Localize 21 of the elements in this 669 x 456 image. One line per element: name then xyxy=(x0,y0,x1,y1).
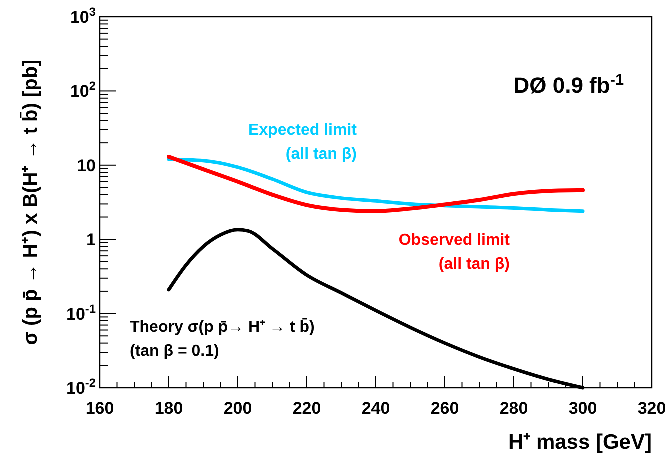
annotation: Observed limit (all tan β) xyxy=(398,232,511,273)
x-tick-label: 180 xyxy=(154,399,184,418)
y-tick-label: 1 xyxy=(86,230,96,250)
x-tick-label: 220 xyxy=(292,399,322,418)
x-tick-label: 320 xyxy=(638,399,666,418)
y-tick-label: 10$^{-2}$ xyxy=(66,376,96,398)
x-tick-label: 280 xyxy=(500,399,528,418)
annotation: Expected limit (all tan β) xyxy=(248,122,358,163)
x-tick-label: 240 xyxy=(362,399,390,418)
annotation: DØ 0.9 fb$^{-1}$ xyxy=(514,72,624,98)
x-tick-label: 160 xyxy=(86,399,114,418)
x-tick-label: 200 xyxy=(224,399,252,418)
y-tick-label: 10 xyxy=(77,156,96,176)
x-axis-title: H⁺ mass [GeV] xyxy=(508,431,652,454)
y-tick-label: 10$^{-1}$ xyxy=(66,302,96,324)
y-axis-title: σ (p p̄ → H⁺) x B(H⁺ → t b̄) [pb] xyxy=(20,60,42,346)
annotation: Theory σ(p p̄→ H⁺ → t b̄) (tan β = 0.1) xyxy=(130,318,315,360)
y-tick-label: 10$^{3}$ xyxy=(70,5,96,27)
y-tick-label: 10$^{2}$ xyxy=(70,79,96,102)
x-tick-label: 300 xyxy=(568,399,598,418)
x-tick-label: 260 xyxy=(430,399,460,418)
